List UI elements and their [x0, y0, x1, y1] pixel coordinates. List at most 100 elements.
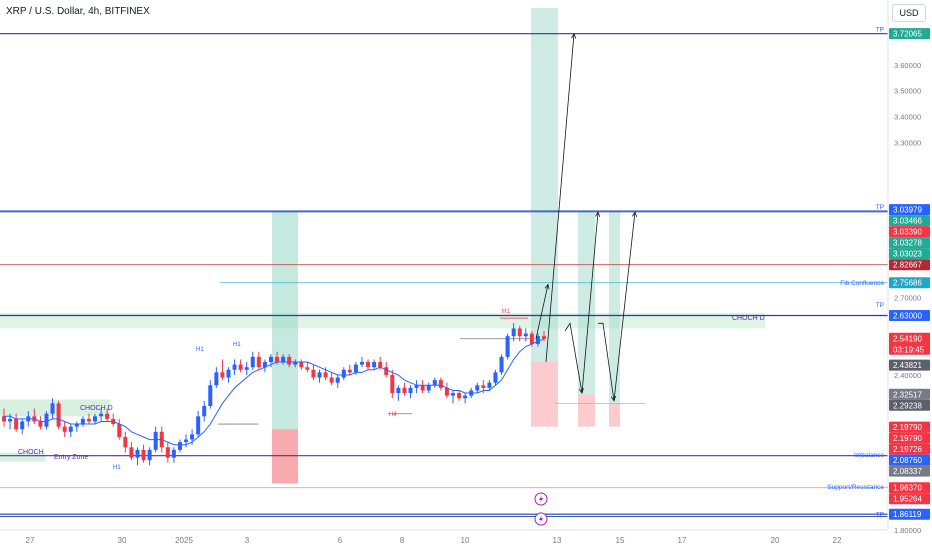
line-label: TP [876, 27, 884, 34]
candle-body [8, 418, 13, 422]
currency-button[interactable]: USD [892, 4, 926, 22]
price-axis: 1.800002.300002.400002.700002.900003.000… [889, 28, 930, 535]
candle-body [184, 439, 189, 443]
price-tag-label: 3.72065 [893, 30, 922, 39]
candle-body [323, 372, 328, 378]
y-tick-label: 3.50000 [894, 87, 921, 96]
candle-body [135, 449, 140, 458]
candle-body [299, 362, 304, 368]
candle-body [250, 356, 255, 368]
x-tick-label: 30 [118, 536, 127, 545]
annotation-label: CHOCH D [732, 315, 765, 322]
annotation-label: H4 [389, 412, 397, 418]
candle-body [505, 336, 510, 357]
candle-body [244, 367, 249, 370]
candle-body [232, 364, 237, 370]
teal-zone-2 [531, 8, 558, 363]
red-zone-4 [609, 403, 620, 427]
price-tag-label: 3.03278 [893, 239, 922, 248]
candle-body [341, 369, 346, 378]
projection-arrow [598, 322, 615, 401]
lightning-icon [539, 515, 543, 523]
price-tag [889, 482, 930, 494]
candle-body [202, 405, 207, 417]
y-tick-label: 2.40000 [894, 371, 921, 380]
candle-body [105, 413, 110, 419]
candle-body [390, 374, 395, 394]
red-zone-1 [272, 429, 298, 484]
y-tick-label: 3.60000 [894, 61, 921, 70]
price-tag-label: 2.54190 [893, 334, 922, 343]
candle-body [177, 442, 182, 450]
x-tick-label: 2025 [175, 536, 193, 545]
candle-body [74, 424, 79, 427]
chart-title: XRP / U.S. Dollar, 4h, BITFINEX [6, 6, 150, 17]
price-tag [889, 248, 930, 260]
candles [2, 323, 546, 466]
red-zone-2 [531, 362, 558, 427]
candle-body [268, 356, 273, 363]
candle-body [329, 377, 334, 383]
candle-body [420, 385, 425, 391]
choch-zone-lower [0, 452, 45, 462]
price-tag [889, 432, 930, 444]
candle-body [353, 364, 358, 373]
price-tag-label: 1.96370 [893, 484, 922, 493]
x-tick-label: 27 [26, 536, 35, 545]
x-tick-label: 10 [461, 536, 470, 545]
teal-zone-4 [609, 210, 620, 404]
candle-body [14, 418, 19, 430]
candle-body [93, 416, 98, 422]
price-tag-label: 2.75686 [893, 279, 922, 288]
annotation-label: CHOCH [18, 449, 44, 456]
candle-body [50, 403, 55, 414]
candle-body [444, 387, 449, 396]
price-tag-label: 2.43821 [893, 361, 922, 370]
candle-body [408, 387, 413, 394]
line-label: Fib Confluence [840, 280, 884, 287]
x-tick-label: 6 [338, 536, 343, 545]
price-tag-label: 3.03023 [893, 250, 922, 259]
price-tag [889, 399, 930, 411]
lightning-icon [539, 495, 543, 503]
price-tag [889, 215, 930, 227]
moving-average-line [4, 338, 545, 446]
candle-body [529, 333, 534, 344]
price-tag-label: 3.03979 [893, 206, 922, 215]
line-label: Imbalance [854, 452, 884, 459]
y-tick-label: 2.70000 [894, 293, 921, 302]
candle-body [317, 372, 322, 378]
price-tag-label: 2.29238 [893, 401, 922, 410]
candle-body [366, 362, 371, 368]
candle-body [450, 393, 455, 396]
candle-body [414, 385, 419, 388]
price-tag [889, 332, 930, 355]
y-tick-label: 3.40000 [894, 113, 921, 122]
price-tag [889, 237, 930, 249]
candle-body [293, 362, 298, 365]
x-tick-label: 8 [400, 536, 405, 545]
annotation-label: H1 [502, 309, 510, 315]
x-tick-label: 22 [833, 536, 842, 545]
projection-arrow [564, 322, 583, 394]
y-tick-label: 3.30000 [894, 138, 921, 147]
projection-arrow [581, 212, 599, 394]
price-tag [889, 277, 930, 289]
candle-body [517, 328, 522, 337]
candle-body [86, 418, 91, 422]
candle-body [196, 416, 201, 435]
choch-d-zone [0, 312, 765, 329]
candle-body [481, 385, 486, 388]
price-tag [889, 204, 930, 216]
candle-body [220, 372, 225, 378]
candle-body [153, 431, 158, 450]
candle-body [226, 369, 231, 378]
price-tag-label: 2.08337 [893, 467, 922, 476]
price-tag [889, 310, 930, 322]
candle-body [359, 362, 364, 365]
candle-body [475, 385, 480, 391]
candle-body [511, 328, 516, 337]
line-label: Support/Resistance [827, 484, 884, 491]
price-tag-label: 2.08760 [893, 456, 922, 465]
